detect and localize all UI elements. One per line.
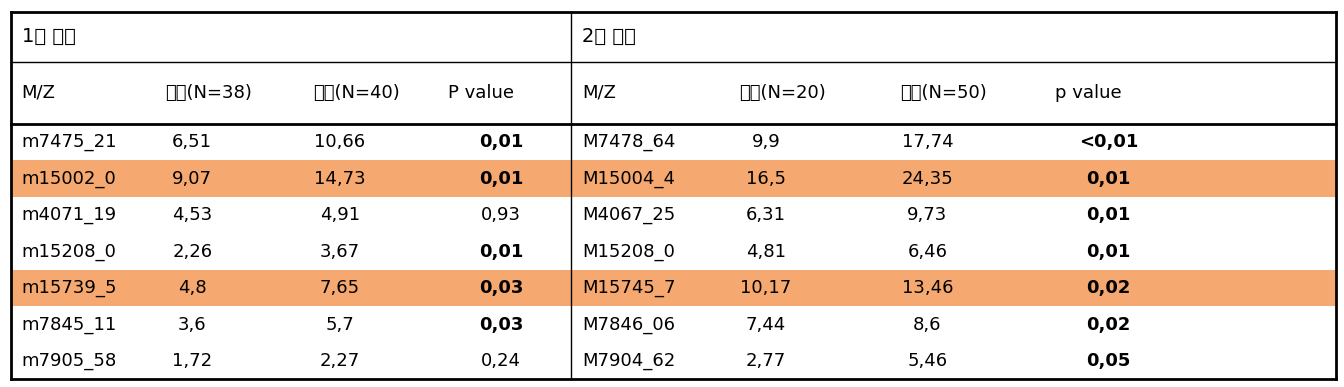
Text: 6,51: 6,51 — [172, 133, 212, 151]
Text: 0,01: 0,01 — [1086, 243, 1132, 260]
Text: m4071_19: m4071_19 — [22, 206, 117, 224]
Text: 10,17: 10,17 — [741, 279, 792, 297]
Text: 17,74: 17,74 — [902, 133, 953, 151]
Text: M/Z: M/Z — [22, 84, 55, 102]
Text: 4,91: 4,91 — [320, 206, 360, 224]
Text: M15004_4: M15004_4 — [582, 170, 675, 188]
Text: 1,72: 1,72 — [172, 352, 212, 370]
Text: M7904_62: M7904_62 — [582, 352, 675, 370]
Text: 火熱(N=50): 火熱(N=50) — [900, 84, 988, 102]
Text: 8,6: 8,6 — [913, 315, 942, 334]
Text: 0,02: 0,02 — [1086, 279, 1132, 297]
Text: 6,46: 6,46 — [907, 243, 948, 260]
Text: 2,26: 2,26 — [172, 243, 212, 260]
Text: <0,01: <0,01 — [1079, 133, 1138, 151]
Text: 6,31: 6,31 — [746, 206, 786, 224]
Text: 16,5: 16,5 — [746, 170, 786, 188]
Text: 0,24: 0,24 — [481, 352, 521, 370]
Text: M7478_64: M7478_64 — [582, 133, 675, 151]
Text: 0,03: 0,03 — [478, 315, 524, 334]
Text: m15739_5: m15739_5 — [22, 279, 117, 297]
Text: 4,8: 4,8 — [177, 279, 207, 297]
Text: 氣虚(N=38): 氣虚(N=38) — [165, 84, 253, 102]
Text: P value: P value — [448, 84, 513, 102]
Text: 0,02: 0,02 — [1086, 315, 1132, 334]
Bar — [11, 270, 571, 306]
Text: 3,6: 3,6 — [177, 315, 207, 334]
Text: 0,05: 0,05 — [1086, 352, 1132, 370]
Text: 0,01: 0,01 — [478, 133, 524, 151]
Text: m7905_58: m7905_58 — [22, 352, 117, 370]
Text: 4,53: 4,53 — [172, 206, 212, 224]
Text: m7475_21: m7475_21 — [22, 133, 117, 151]
Text: 0,01: 0,01 — [1086, 170, 1132, 188]
Text: 3,67: 3,67 — [320, 243, 360, 260]
Bar — [571, 160, 1336, 197]
Text: 火熱(N=40): 火熱(N=40) — [313, 84, 401, 102]
Text: 氣虚(N=20): 氣虚(N=20) — [739, 84, 827, 102]
Text: 0,03: 0,03 — [478, 279, 524, 297]
Text: m15002_0: m15002_0 — [22, 170, 116, 188]
Text: 24,35: 24,35 — [902, 170, 953, 188]
Text: 0,01: 0,01 — [478, 243, 524, 260]
Bar — [11, 160, 571, 197]
Text: 13,46: 13,46 — [902, 279, 953, 297]
Text: M7846_06: M7846_06 — [582, 315, 675, 334]
Text: 0,01: 0,01 — [1086, 206, 1132, 224]
Text: 0,01: 0,01 — [478, 170, 524, 188]
Text: 2,77: 2,77 — [746, 352, 786, 370]
Text: M4067_25: M4067_25 — [582, 206, 675, 224]
Text: 9,9: 9,9 — [751, 133, 781, 151]
Text: p value: p value — [1055, 84, 1122, 102]
Text: 9,07: 9,07 — [172, 170, 212, 188]
Text: M15208_0: M15208_0 — [582, 243, 675, 260]
Text: 10,66: 10,66 — [314, 133, 366, 151]
Text: 14,73: 14,73 — [314, 170, 366, 188]
Text: 2차 분석: 2차 분석 — [582, 27, 636, 46]
Text: 0,93: 0,93 — [481, 206, 521, 224]
Text: m7845_11: m7845_11 — [22, 315, 117, 334]
Text: 4,81: 4,81 — [746, 243, 786, 260]
Text: 2,27: 2,27 — [320, 352, 360, 370]
Text: 9,73: 9,73 — [907, 206, 948, 224]
Text: 5,7: 5,7 — [325, 315, 355, 334]
Text: M/Z: M/Z — [582, 84, 616, 102]
Text: 5,46: 5,46 — [907, 352, 948, 370]
Text: 7,44: 7,44 — [746, 315, 786, 334]
Text: M15745_7: M15745_7 — [582, 279, 676, 297]
Text: 1차 분석: 1차 분석 — [22, 27, 75, 46]
Text: 7,65: 7,65 — [320, 279, 360, 297]
Bar — [571, 270, 1336, 306]
Text: m15208_0: m15208_0 — [22, 243, 117, 260]
